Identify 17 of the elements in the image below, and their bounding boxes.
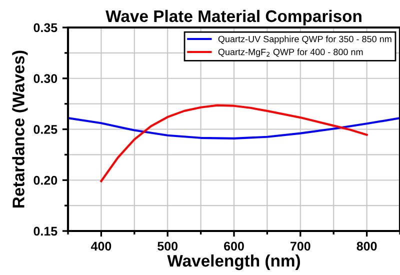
x-axis-title: Wavelength (nm) xyxy=(167,254,300,270)
y-tick-label: 0.20 xyxy=(34,176,58,185)
x-tick-label: 600 xyxy=(224,242,244,251)
x-tick-label: 700 xyxy=(290,242,310,251)
y-tick-label: 0.35 xyxy=(34,23,58,32)
x-tick-label: 400 xyxy=(90,242,112,251)
y-tick-label: 0.25 xyxy=(34,125,58,134)
chart-title: Wave Plate Material Comparison xyxy=(106,10,362,26)
x-tick-label: 500 xyxy=(158,242,178,251)
x-tick-label: 800 xyxy=(356,242,377,251)
y-tick-label: 0.30 xyxy=(34,74,58,84)
line-series xyxy=(68,117,400,140)
legend-label: Quartz-MgF$_{2}$ QWP for 400 - 800 nm xyxy=(218,48,363,57)
y-axis-title: Retardance (Waves) xyxy=(12,50,28,208)
legend-label: Quartz-UV Sapphire QWP for 350 - 850 nm xyxy=(218,36,392,44)
line-series xyxy=(100,104,368,182)
y-tick-label: 0.15 xyxy=(34,226,58,236)
